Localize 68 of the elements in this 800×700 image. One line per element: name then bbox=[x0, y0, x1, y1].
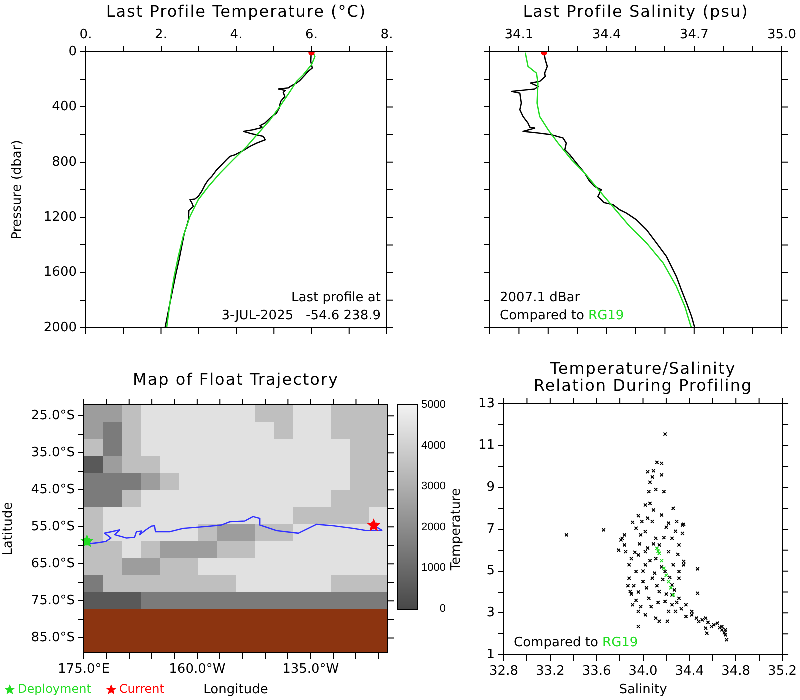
color-bar-label: 4000 bbox=[422, 440, 446, 452]
y-tick-label: 13 bbox=[478, 396, 495, 412]
y-tick-label: 85.0°S bbox=[31, 630, 75, 646]
annotation: 3-JUL-2025 -54.6 238.9 bbox=[222, 308, 381, 324]
chart-title: Map of Float Trajectory bbox=[133, 370, 339, 390]
x-tick-label: 6. bbox=[306, 28, 318, 43]
y-tick-label: 55.0°S bbox=[31, 520, 75, 535]
text: RG19 bbox=[588, 308, 624, 324]
x-tick-label: 32.8 bbox=[490, 664, 518, 680]
y-axis-title: Latitude bbox=[1, 502, 16, 556]
x-tick-label: 135.0°W bbox=[282, 662, 340, 678]
y-tick-label: 0 bbox=[68, 44, 77, 60]
x-tick-label: 34.0 bbox=[628, 664, 658, 680]
x-tick-label: 34.7 bbox=[680, 28, 709, 43]
y-axis-title: Temperature bbox=[449, 488, 464, 572]
x-tick-label: 34.4 bbox=[675, 664, 704, 680]
point bbox=[666, 580, 671, 584]
y-axis-title: Pressure (dbar) bbox=[10, 140, 26, 240]
point bbox=[657, 552, 662, 556]
y-tick-label: 65.0°S bbox=[31, 556, 75, 572]
y-tick-label: 800 bbox=[52, 154, 77, 170]
y-tick-label: 3 bbox=[486, 606, 495, 621]
y-tick-label: 7 bbox=[486, 522, 495, 537]
x-tick-label: 2. bbox=[155, 28, 168, 43]
color-bar-label: 0 bbox=[440, 603, 446, 616]
y-tick-label: 11 bbox=[478, 438, 495, 454]
y-tick-label: 1600 bbox=[44, 265, 77, 280]
chart-title: Last Profile Salinity (psu) bbox=[523, 2, 749, 22]
y-tick-label: 25.0°S bbox=[31, 408, 75, 424]
y-tick-label: 35.0°S bbox=[31, 445, 75, 460]
x-tick-label: 0. bbox=[80, 28, 92, 43]
x-tick-label: 34.4 bbox=[592, 28, 622, 43]
y-tick-label: 9 bbox=[486, 480, 495, 496]
point bbox=[664, 573, 669, 578]
x-axis-title: Longitude bbox=[204, 682, 268, 698]
y-tick-label: 400 bbox=[52, 100, 77, 115]
x-tick-label: 33.6 bbox=[582, 664, 612, 680]
x-tick-label: 35.0 bbox=[768, 28, 796, 43]
x-tick-label: 160.0°W bbox=[169, 662, 226, 678]
color-bar-label: 5000 bbox=[422, 399, 446, 412]
chart-title: Temperature/Salinity Relation During Profiling bbox=[534, 359, 753, 396]
color-bar-label: 2000 bbox=[422, 521, 446, 534]
annotation: Last profile at bbox=[292, 290, 381, 306]
text: RG19 bbox=[602, 635, 638, 650]
y-tick-label: 5 bbox=[486, 564, 495, 579]
chart-title: Last Profile Temperature (°C) bbox=[106, 2, 367, 22]
x-tick-label: 34.8 bbox=[722, 664, 751, 680]
legend-label: Deployment bbox=[18, 682, 92, 696]
color-bar-label: 3000 bbox=[422, 480, 446, 493]
legend-title: Compared to bbox=[500, 308, 584, 324]
legend-label: Current bbox=[119, 682, 165, 696]
x-tick-label: 35.2 bbox=[768, 664, 798, 680]
y-tick-label: 1 bbox=[486, 647, 495, 662]
x-tick-label: 33.2 bbox=[536, 664, 565, 680]
legend-title: Compared to bbox=[514, 635, 598, 650]
x-tick-label: 175.0°E bbox=[58, 662, 110, 678]
y-tick-label: 45.0°S bbox=[31, 482, 75, 498]
color-bar-label: 1000 bbox=[422, 562, 446, 574]
y-tick-label: 75.0°S bbox=[31, 594, 75, 609]
annotation: 2007.1 dBar bbox=[500, 290, 581, 306]
x-tick-label: 4. bbox=[230, 28, 243, 43]
y-tick-label: 1200 bbox=[44, 210, 77, 225]
x-tick-label: 34.1 bbox=[504, 28, 534, 43]
y-tick-label: 2000 bbox=[44, 320, 77, 336]
point bbox=[660, 558, 664, 563]
x-axis-title: Salinity bbox=[619, 682, 668, 698]
x-tick-label: 8. bbox=[380, 28, 394, 43]
point bbox=[669, 586, 674, 590]
